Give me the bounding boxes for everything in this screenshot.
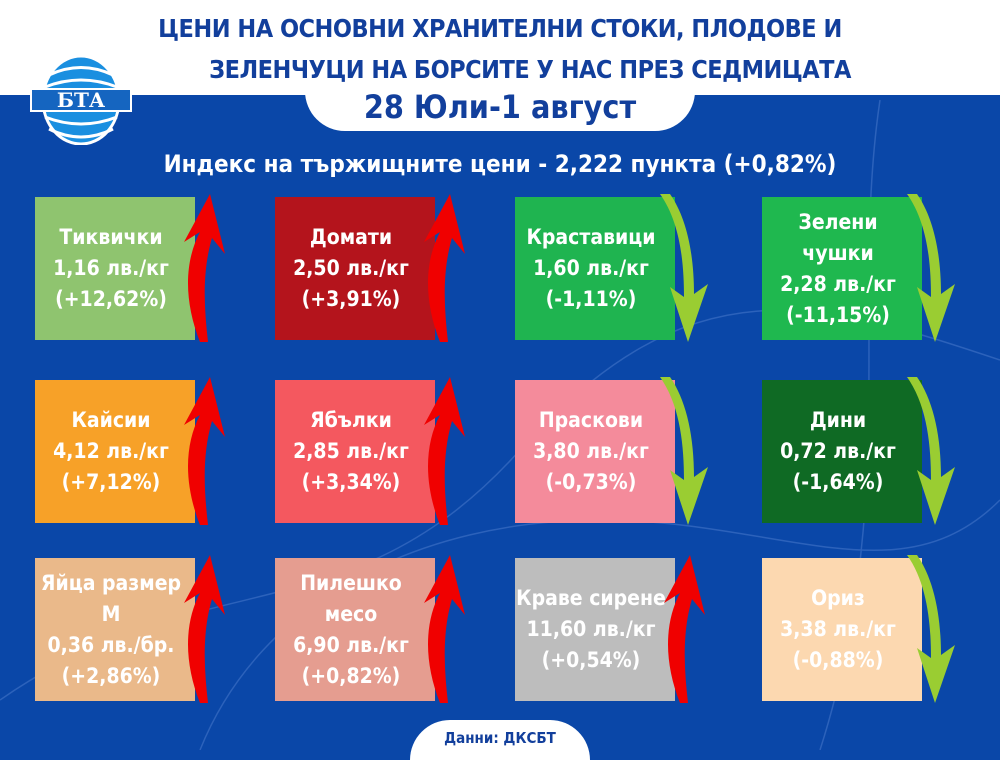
price-card: Зелени чушки 2,28 лв./кг (-11,15%) <box>762 197 922 340</box>
arrow-down-icon <box>907 194 955 342</box>
card-price: 3,80 лв./кг <box>533 439 649 463</box>
card-name: Зелени чушки <box>798 209 878 265</box>
data-source: Данни: ДКСБТ <box>410 720 590 760</box>
arrow-up-icon <box>664 555 705 703</box>
card-change: (+0,54%) <box>541 648 641 672</box>
header-background <box>0 0 1000 95</box>
card-price: 2,50 лв./кг <box>293 256 409 280</box>
card-name: Дини <box>809 408 867 432</box>
card-name: Тиквички <box>59 225 163 249</box>
svg-text:БТА: БТА <box>57 88 106 112</box>
card-price: 1,16 лв./кг <box>53 256 169 280</box>
price-card: Пилешко месо 6,90 лв./кг (+0,82%) <box>275 558 435 701</box>
bta-logo: БТА <box>30 55 132 145</box>
card-change: (+12,62%) <box>55 287 167 311</box>
card-price: 11,60 лв./кг <box>526 617 656 641</box>
market-price-index: Индекс на тържищните цени - 2,222 пункта… <box>163 150 837 178</box>
arrow-up-icon <box>424 377 465 525</box>
card-price: 1,60 лв./кг <box>533 256 649 280</box>
arrow-down-icon <box>907 377 955 525</box>
card-change: (+0,82%) <box>301 663 401 688</box>
arrow-down-icon <box>907 555 955 703</box>
card-name: Праскови <box>538 408 644 432</box>
card-change: (-1,64%) <box>792 470 884 494</box>
card-name: Краве сирене <box>516 586 666 610</box>
card-name: Кайсии <box>71 408 151 432</box>
price-card: Краставици 1,60 лв./кг (-1,11%) <box>515 197 675 340</box>
arrow-up-icon <box>424 194 465 342</box>
card-change: (-11,15%) <box>786 302 890 327</box>
price-card: Краве сирене 11,60 лв./кг (+0,54%) <box>515 558 675 701</box>
arrow-up-icon <box>424 555 465 703</box>
card-name: Ябълки <box>310 408 392 432</box>
card-name: Яйца размер М <box>40 570 182 626</box>
card-price: 0,36 лв./бр. <box>47 632 175 657</box>
price-card: Домати 2,50 лв./кг (+3,91%) <box>275 197 435 340</box>
title-line-1: ЦЕНИ НА ОСНОВНИ ХРАНИТЕЛНИ СТОКИ, ПЛОДОВ… <box>158 14 842 43</box>
card-change: (+3,91%) <box>301 287 401 311</box>
card-price: 6,90 лв./кг <box>293 632 409 657</box>
card-name: Домати <box>309 225 393 249</box>
card-price: 2,28 лв./кг <box>780 271 896 296</box>
arrow-down-icon <box>660 194 708 342</box>
arrow-up-icon <box>184 555 225 703</box>
card-change: (-0,73%) <box>545 470 637 494</box>
arrow-down-icon <box>660 377 708 525</box>
arrow-up-icon <box>184 194 225 342</box>
card-change: (+3,34%) <box>301 470 401 494</box>
card-name: Краставици <box>526 225 656 249</box>
price-card: Яйца размер М 0,36 лв./бр. (+2,86%) <box>35 558 195 701</box>
price-card: Тиквички 1,16 лв./кг (+12,62%) <box>35 197 195 340</box>
card-price: 4,12 лв./кг <box>53 439 169 463</box>
card-name: Пилешко месо <box>300 570 402 626</box>
title-line-2: ЗЕЛЕНЧУЦИ НА БОРСИТЕ У НАС ПРЕЗ СЕДМИЦАТ… <box>209 55 851 84</box>
card-change: (-1,11%) <box>545 287 637 311</box>
price-card: Ябълки 2,85 лв./кг (+3,34%) <box>275 380 435 523</box>
card-change: (-0,88%) <box>792 648 884 672</box>
card-change: (+7,12%) <box>61 470 161 494</box>
arrow-up-icon <box>184 377 225 525</box>
date-label: 28 Юли-1 август <box>305 85 695 131</box>
price-card: Праскови 3,80 лв./кг (-0,73%) <box>515 380 675 523</box>
price-card: Кайсии 4,12 лв./кг (+7,12%) <box>35 380 195 523</box>
card-price: 0,72 лв./кг <box>780 439 896 463</box>
card-name: Ориз <box>811 586 865 610</box>
card-price: 2,85 лв./кг <box>293 439 409 463</box>
price-card: Ориз 3,38 лв./кг (-0,88%) <box>762 558 922 701</box>
price-card: Дини 0,72 лв./кг (-1,64%) <box>762 380 922 523</box>
card-change: (+2,86%) <box>61 663 161 688</box>
card-price: 3,38 лв./кг <box>780 617 896 641</box>
